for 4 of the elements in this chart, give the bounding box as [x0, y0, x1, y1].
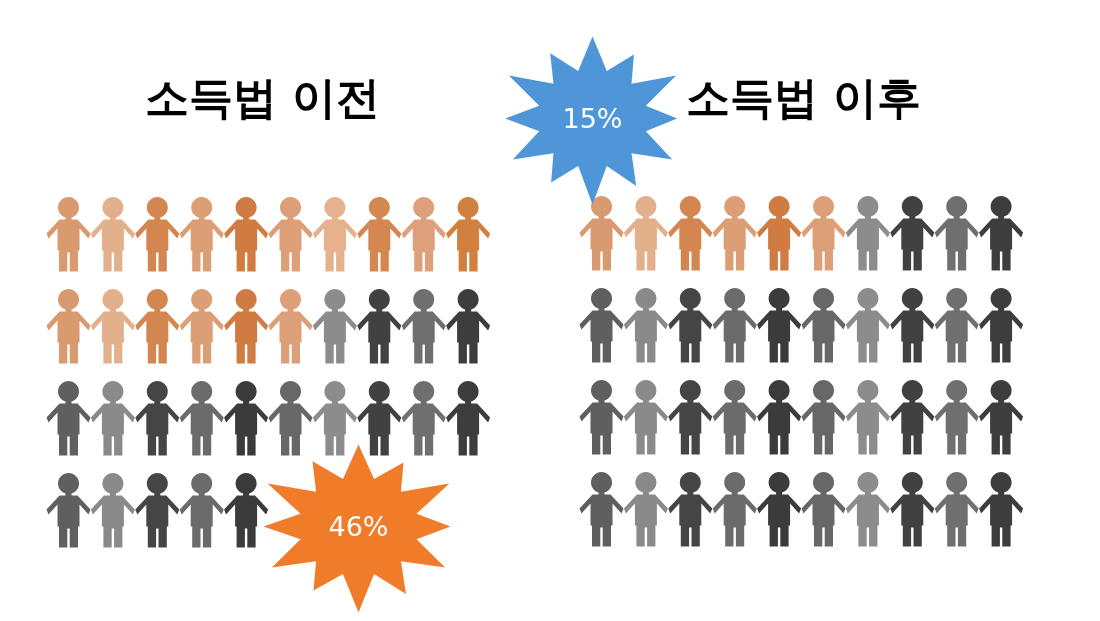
data-label: 15% — [562, 103, 623, 134]
data-label: 46% — [328, 511, 389, 542]
category-label: 소득법 이전 — [144, 72, 381, 123]
category-label: 소득법 이후 — [685, 72, 922, 123]
